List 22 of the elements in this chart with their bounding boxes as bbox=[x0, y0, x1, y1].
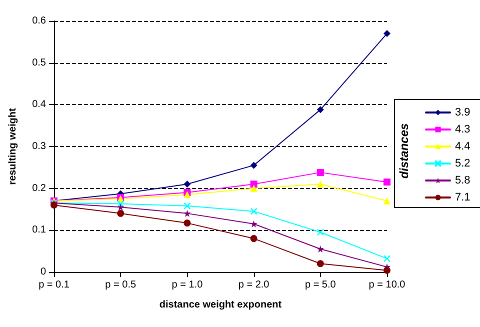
y-tick-label: 0.3 bbox=[32, 141, 46, 152]
y-tick-label: 0.5 bbox=[32, 57, 46, 68]
x-axis-title: distance weight exponent bbox=[159, 300, 282, 310]
legend-label: 4.4 bbox=[455, 140, 470, 152]
y-tick-label: 0.1 bbox=[32, 224, 46, 236]
legend-label: 5.8 bbox=[455, 174, 470, 186]
x-tick-label: p = 2.0 bbox=[238, 280, 270, 290]
legend-label: 4.3 bbox=[455, 124, 470, 136]
legend-label: 5.2 bbox=[455, 158, 470, 170]
y-tick-label: 0 bbox=[40, 266, 46, 278]
x-tick-label: p = 10.0 bbox=[368, 280, 406, 290]
y-axis-title: resulting weight bbox=[8, 107, 18, 185]
x-tick-label: p = 0.1 bbox=[38, 280, 70, 290]
legend-label: 3.9 bbox=[455, 106, 470, 118]
y-tick-label: 0.2 bbox=[32, 182, 46, 194]
x-tick-label: p = 5.0 bbox=[304, 280, 336, 290]
y-tick-label: 0.6 bbox=[32, 16, 46, 26]
x-tick-label: p = 1.0 bbox=[172, 280, 204, 290]
legend-title: distances bbox=[397, 122, 411, 179]
y-tick-label: 0.4 bbox=[32, 99, 46, 110]
x-tick-label: p = 0.5 bbox=[105, 280, 136, 290]
legend-label: 7.1 bbox=[455, 192, 470, 204]
